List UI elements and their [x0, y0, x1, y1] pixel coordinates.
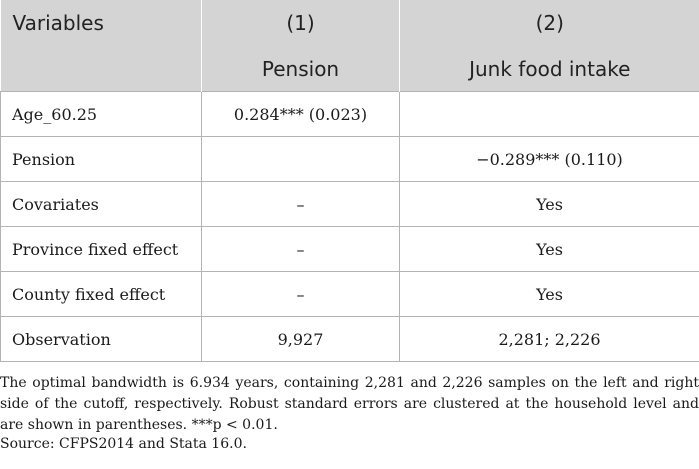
cell-value: Yes [399, 226, 699, 272]
table-footnote: The optimal bandwidth is 6.934 years, co… [0, 375, 699, 433]
cell-value: Yes [399, 181, 699, 227]
cell-value: −0.289*** (0.110) [399, 136, 699, 182]
header-empty [0, 46, 202, 92]
cell-value [399, 91, 699, 137]
row-label: Province fixed effect [0, 226, 202, 272]
header-column-2: (2) [399, 0, 699, 46]
cell-value: Yes [399, 271, 699, 317]
regression-results-table: Variables (1) (2) Pension Junk food inta… [0, 0, 699, 362]
header-junk-food-intake: Junk food intake [399, 46, 699, 92]
table-row: Pension −0.289*** (0.110) [0, 136, 699, 182]
table-row: Province fixed effect – Yes [0, 226, 699, 272]
cell-value: – [201, 271, 400, 317]
row-label: Pension [0, 136, 202, 182]
row-label: Observation [0, 316, 202, 362]
cell-value: 0.284*** (0.023) [201, 91, 400, 137]
cell-value: – [201, 181, 400, 227]
cell-value: 9,927 [201, 316, 400, 362]
table-row: Observation 9,927 2,281; 2,226 [0, 316, 699, 362]
header-variables: Variables [0, 0, 202, 46]
row-label: Covariates [0, 181, 202, 227]
table-row: Covariates – Yes [0, 181, 699, 227]
table-source: Source: CFPS2014 and Stata 16.0. [0, 436, 247, 452]
table-row: Age_60.25 0.284*** (0.023) [0, 91, 699, 137]
row-label: County fixed effect [0, 271, 202, 317]
cell-value: 2,281; 2,226 [399, 316, 699, 362]
header-column-1: (1) [201, 0, 400, 46]
table-row: County fixed effect – Yes [0, 271, 699, 317]
cell-value [201, 136, 400, 182]
header-row-1: Variables (1) (2) [0, 0, 699, 46]
row-label: Age_60.25 [0, 91, 202, 137]
header-pension: Pension [201, 46, 400, 92]
header-row-2: Pension Junk food intake [0, 46, 699, 92]
cell-value: – [201, 226, 400, 272]
